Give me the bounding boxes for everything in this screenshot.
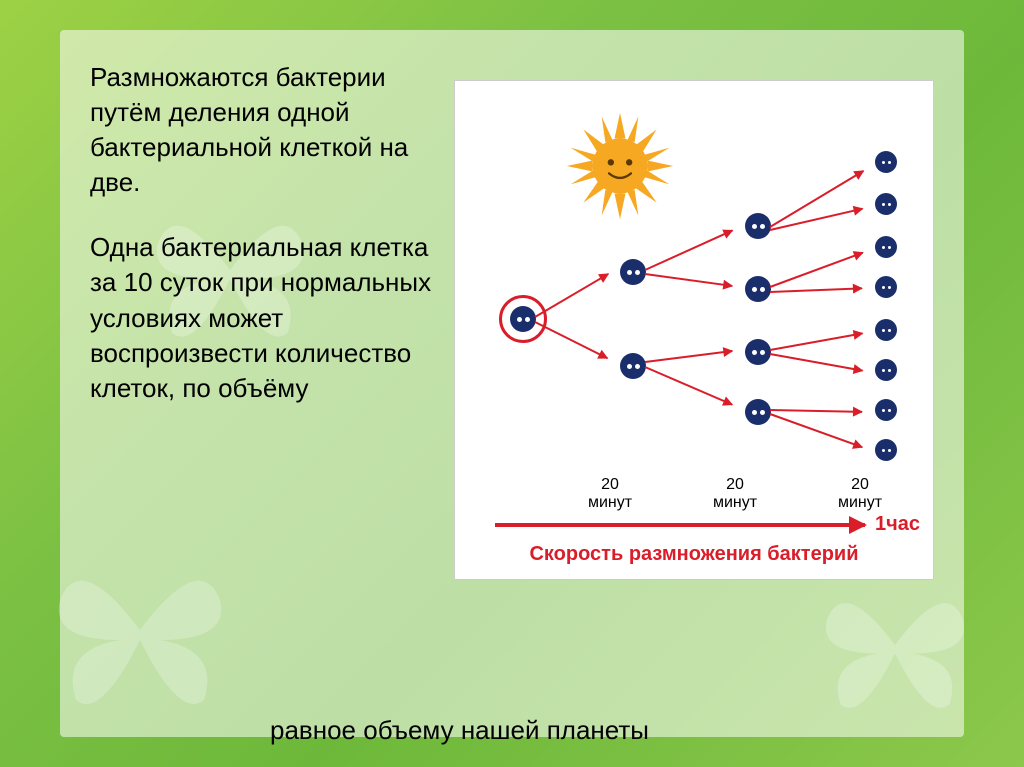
division-arrow bbox=[535, 321, 609, 359]
bacteria-cell bbox=[745, 399, 771, 425]
bacteria-cell bbox=[875, 193, 897, 215]
bacteria-cell bbox=[875, 399, 897, 421]
diagram: 20минут20минут20минут1часСкорость размно… bbox=[454, 80, 934, 580]
division-arrow bbox=[645, 229, 734, 271]
bacteria-cell bbox=[745, 276, 771, 302]
sun-icon bbox=[565, 111, 675, 221]
text-column: Размножаются бактерии путём деления одно… bbox=[90, 60, 440, 436]
bacteria-cell bbox=[745, 339, 771, 365]
bacteria-cell bbox=[620, 259, 646, 285]
paragraph-2: Одна бактериальная клетка за 10 суток пр… bbox=[90, 230, 440, 405]
bacteria-cell bbox=[875, 151, 897, 173]
time-label: 20минут bbox=[580, 476, 640, 511]
division-arrow bbox=[534, 273, 608, 318]
content-card: Размножаются бактерии путём деления одно… bbox=[60, 30, 964, 737]
bacteria-cell bbox=[745, 213, 771, 239]
time-label: 20минут bbox=[705, 476, 765, 511]
hour-label: 1час bbox=[875, 513, 920, 536]
division-arrow bbox=[770, 332, 862, 351]
diagram-caption: Скорость размножения бактерий bbox=[455, 543, 933, 566]
timeline-arrow bbox=[495, 523, 865, 527]
bacteria-cell bbox=[875, 439, 897, 461]
bacteria-cell bbox=[875, 359, 897, 381]
division-arrow bbox=[770, 353, 862, 372]
bacteria-cell bbox=[875, 236, 897, 258]
bacteria-cell bbox=[875, 276, 897, 298]
bacteria-cell bbox=[510, 306, 536, 332]
paragraph-1: Размножаются бактерии путём деления одно… bbox=[90, 60, 440, 200]
division-arrow bbox=[770, 409, 862, 413]
division-arrow bbox=[770, 413, 863, 448]
division-arrow bbox=[770, 287, 862, 293]
division-arrow bbox=[645, 366, 733, 406]
division-arrow bbox=[770, 252, 863, 288]
division-arrow bbox=[645, 350, 732, 363]
bacteria-cell bbox=[620, 353, 646, 379]
bottom-text: равное объему нашей планеты bbox=[270, 715, 649, 746]
time-label: 20минут bbox=[830, 476, 890, 511]
division-arrow bbox=[645, 273, 732, 287]
bacteria-cell bbox=[875, 319, 897, 341]
